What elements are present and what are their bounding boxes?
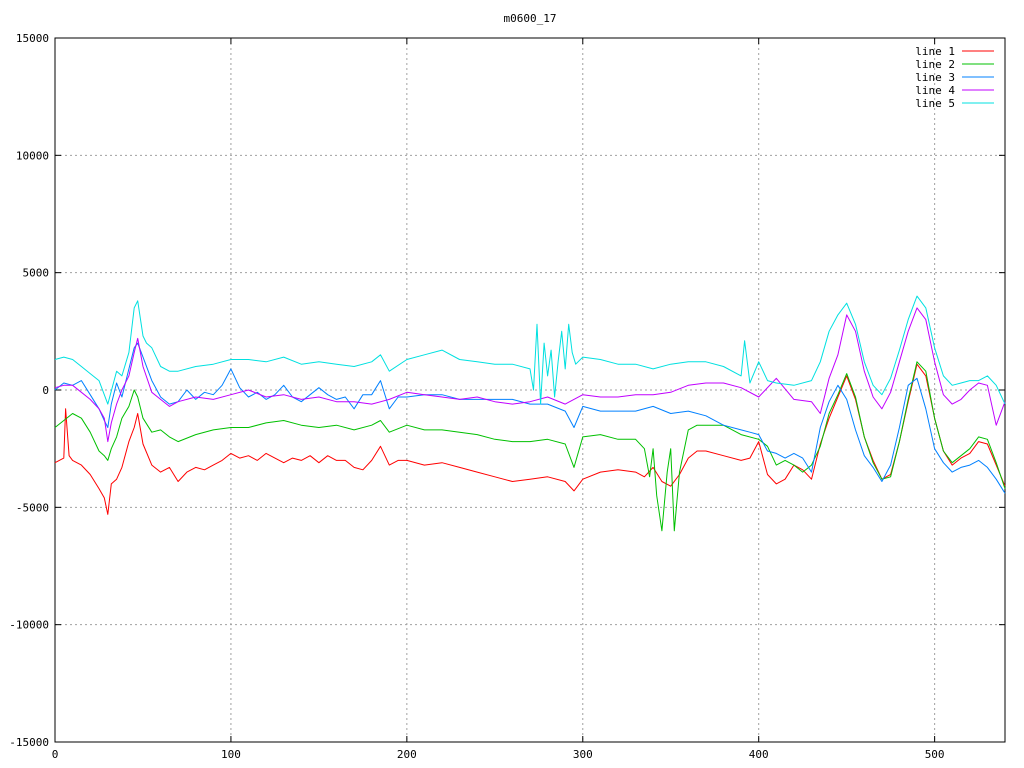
x-tick-label: 100	[221, 748, 241, 761]
series-line-2	[54, 361, 1006, 532]
series-line-3	[54, 342, 1006, 494]
series-line-5	[54, 295, 1006, 405]
series-line-4	[54, 307, 1006, 443]
legend-label-3: line 3	[915, 71, 955, 84]
legend-label-4: line 4	[915, 84, 955, 97]
x-tick-label: 500	[925, 748, 945, 761]
y-tick-label: 0	[42, 384, 49, 397]
y-tick-label: -15000	[9, 736, 49, 749]
chart-title: m0600_17	[504, 12, 557, 25]
y-tick-label: -5000	[16, 501, 49, 514]
x-tick-label: 400	[749, 748, 769, 761]
series-lines	[54, 295, 1006, 532]
series-line-1	[54, 363, 1006, 515]
x-tick-label: 0	[52, 748, 59, 761]
legend-label-5: line 5	[915, 97, 955, 110]
x-tick-label: 200	[397, 748, 417, 761]
x-tick-label: 300	[573, 748, 593, 761]
legend-label-2: line 2	[915, 58, 955, 71]
grid-lines	[55, 38, 1005, 742]
axis-ticks: -15000 -10000 -5000 0 5000 10000 15000 0 100 200 3…	[9, 32, 1005, 761]
y-tick-label: 5000	[23, 267, 50, 280]
legend-label-1: line 1	[915, 45, 955, 58]
y-tick-label: -10000	[9, 619, 49, 632]
y-tick-label: 15000	[16, 32, 49, 45]
y-tick-label: 10000	[16, 149, 49, 162]
